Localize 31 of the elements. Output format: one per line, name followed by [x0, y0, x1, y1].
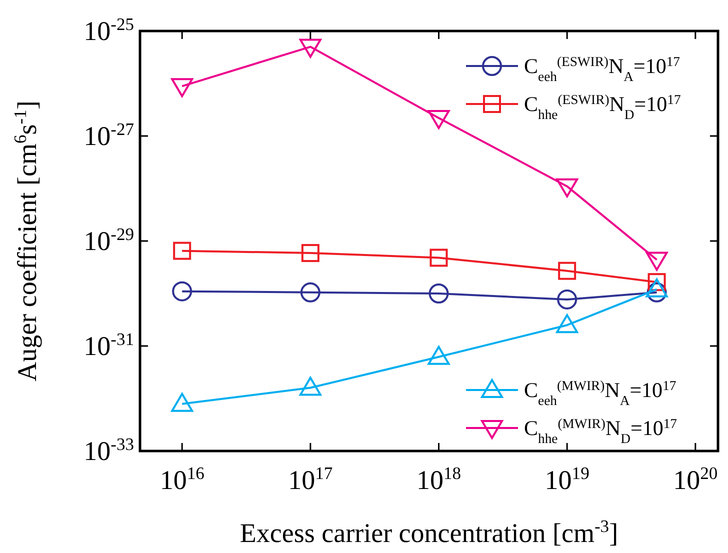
y-tick-label: 10$^{-33}$	[84, 434, 134, 466]
point	[171, 392, 194, 412]
x-tick-label: 10$^{20}$	[673, 463, 718, 495]
x-tick-label: 10$^{18}$	[416, 463, 462, 495]
point	[430, 248, 448, 267]
legend-label: C$_{hhe}$$^{(MWIR)}$N$_{D}$=10$^{17}$	[524, 416, 678, 446]
x-tick-label: 10$^{19}$	[544, 463, 590, 495]
y-tick-label: 10$^{-31}$	[84, 329, 134, 361]
point	[173, 242, 192, 260]
point	[299, 38, 322, 58]
point	[428, 284, 449, 304]
point	[428, 346, 450, 365]
x-tick-label: 10$^{16}$	[160, 463, 205, 495]
y-tick-label: 10$^{-29}$	[84, 224, 134, 256]
point	[557, 289, 578, 310]
x-axis-title: Excess carrier concentration [cm$^{-3}$]	[240, 516, 618, 548]
point	[556, 314, 578, 334]
point	[556, 178, 578, 198]
y-tick-label: 10$^{-27}$	[84, 119, 134, 151]
point	[299, 376, 322, 396]
legend-label: C$_{eeh}$$^{(ESWIR)}$N$_{A}$=10$^{17}$	[524, 54, 680, 84]
point	[172, 281, 192, 302]
point	[300, 282, 320, 302]
point	[301, 244, 320, 262]
point	[428, 110, 450, 130]
y-tick-label: 10$^{-25}$	[84, 14, 134, 46]
legend-label: C$_{eeh}$$^{(MWIR)}$N$_{A}$=10$^{17}$	[524, 378, 676, 408]
point	[558, 262, 576, 280]
legend-label: C$_{hhe}$$^{(ESWIR)}$N$_{D}$=10$^{17}$	[524, 92, 681, 122]
point	[171, 78, 194, 98]
x-tick-label: 10$^{17}$	[288, 463, 333, 495]
